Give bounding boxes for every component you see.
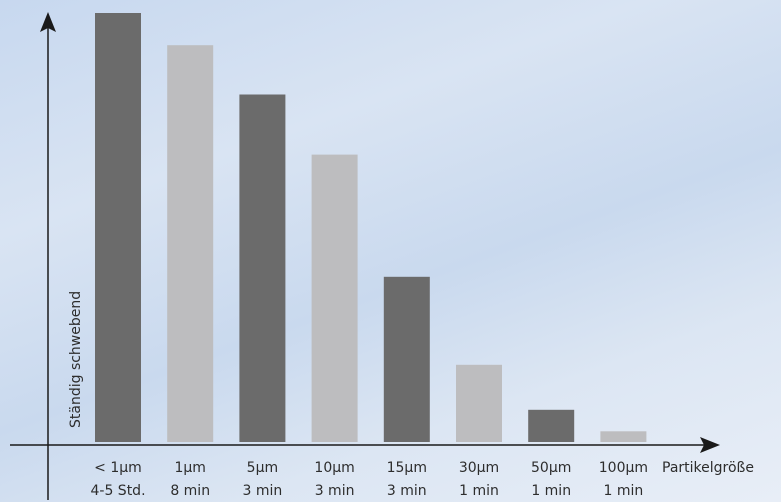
settling-time-label-4: 3 min — [387, 483, 427, 499]
settling-time-label-5: 1 min — [459, 483, 499, 499]
x-tick-label-3: 10µm — [314, 460, 354, 476]
settling-time-label-2: 3 min — [243, 483, 283, 499]
x-tick-label-4: 15µm — [387, 460, 427, 476]
bar-1 — [167, 45, 214, 442]
bar-2 — [239, 94, 286, 442]
x-tick-label-7: 100µm — [599, 460, 648, 476]
y-axis-arrow — [40, 12, 56, 32]
x-axis-arrow — [700, 437, 720, 453]
y-axis-label: Ständig schwebend — [68, 291, 84, 428]
settling-time-label-1: 8 min — [170, 483, 210, 499]
bar-0 — [95, 13, 141, 442]
x-axis-label: Partikelgröße — [662, 460, 754, 476]
x-tick-label-1: 1µm — [174, 460, 205, 476]
settling-time-label-7: 1 min — [604, 483, 644, 499]
settling-time-label-0: 4-5 Std. — [90, 483, 145, 499]
bar-6 — [528, 409, 575, 442]
settling-time-label-6: 1 min — [531, 483, 571, 499]
bar-4 — [383, 276, 430, 442]
bar-7 — [600, 431, 647, 442]
x-tick-label-2: 5µm — [247, 460, 278, 476]
bar-3 — [311, 154, 358, 442]
settling-time-label-3: 3 min — [315, 483, 355, 499]
x-tick-label-0: < 1µm — [94, 460, 142, 476]
x-tick-label-6: 50µm — [531, 460, 571, 476]
bar-5 — [456, 364, 502, 442]
x-tick-label-5: 30µm — [459, 460, 499, 476]
bars-group — [95, 13, 647, 442]
tick-labels-group: < 1µm 4-5 Std. 1µm 8 min 5µm 3 min 10µm 3 min 15… — [90, 460, 648, 499]
